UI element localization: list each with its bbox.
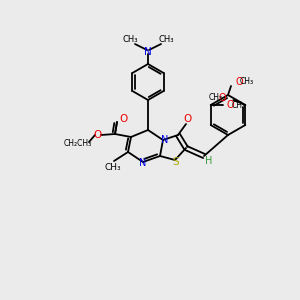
Text: CH₃: CH₃ (122, 35, 138, 44)
Text: CH₂CH₃: CH₂CH₃ (64, 139, 92, 148)
Text: O: O (227, 100, 235, 110)
Text: CH₃: CH₃ (105, 163, 121, 172)
Text: O: O (184, 114, 192, 124)
Text: N: N (161, 135, 169, 145)
Text: CH₃: CH₃ (232, 100, 246, 109)
Text: H: H (205, 156, 213, 166)
Text: N: N (139, 158, 147, 168)
Text: CH₃: CH₃ (240, 77, 254, 86)
Text: O: O (218, 93, 226, 103)
Text: S: S (173, 157, 179, 167)
Text: O: O (94, 130, 102, 140)
Text: O: O (235, 77, 243, 87)
Text: O: O (119, 114, 127, 124)
Text: N: N (144, 47, 152, 57)
Text: CH₃: CH₃ (208, 94, 222, 103)
Text: CH₃: CH₃ (158, 35, 174, 44)
